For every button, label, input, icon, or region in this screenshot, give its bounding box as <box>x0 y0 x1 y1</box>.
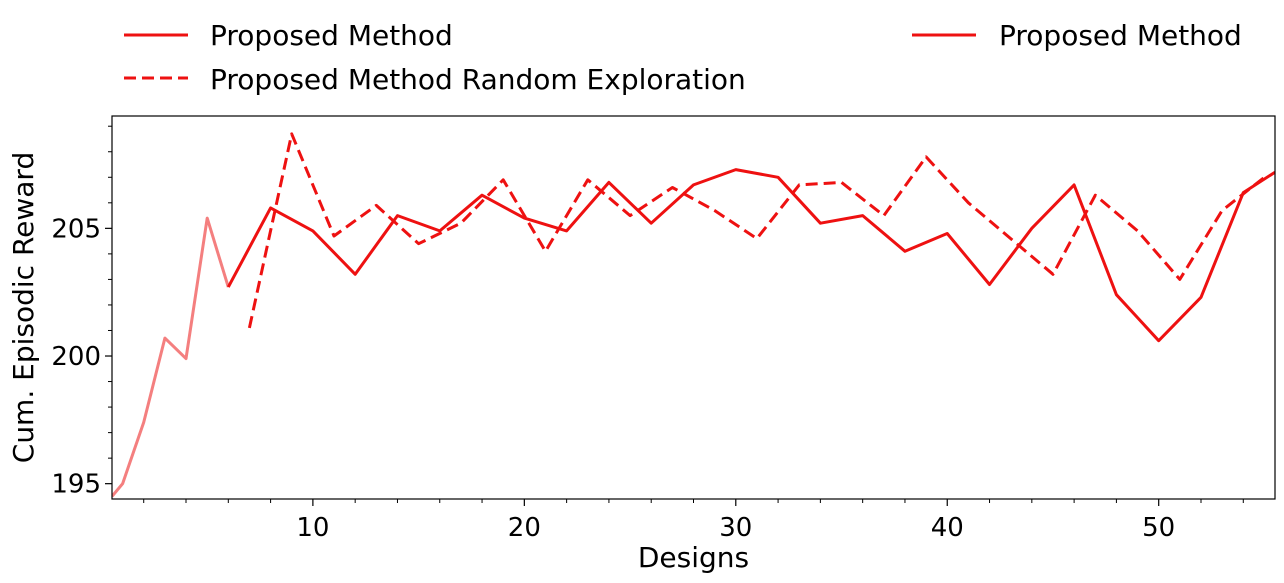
x-tick-label: 30 <box>719 513 752 543</box>
legend-label-proposed-method-right: Proposed Method <box>999 19 1242 52</box>
series-line-1 <box>226 168 1275 343</box>
series-line-2 <box>247 132 1266 329</box>
legend-label-proposed-method: Proposed Method <box>210 19 453 52</box>
y-tick-label: 205 <box>51 214 101 244</box>
x-axis-label: Designs <box>638 541 749 574</box>
series-line-0 <box>112 216 230 498</box>
plot-frame <box>111 115 1276 500</box>
y-axis-label: Cum. Episodic Reward <box>7 152 40 463</box>
series-layer <box>112 132 1275 498</box>
y-tick-label: 195 <box>51 470 101 500</box>
x-tick-label: 10 <box>296 513 329 543</box>
tick-layer: 10 20 30 40 50 195 200 205 <box>51 125 1244 543</box>
y-tick-label: 200 <box>51 342 101 372</box>
x-tick-label: 50 <box>1142 513 1175 543</box>
legend-label-random-exploration: Proposed Method Random Exploration <box>210 63 746 96</box>
x-tick-label: 40 <box>931 513 964 543</box>
legend: Proposed Method Proposed Method Random E… <box>124 19 1242 96</box>
x-tick-label: 20 <box>508 513 541 543</box>
